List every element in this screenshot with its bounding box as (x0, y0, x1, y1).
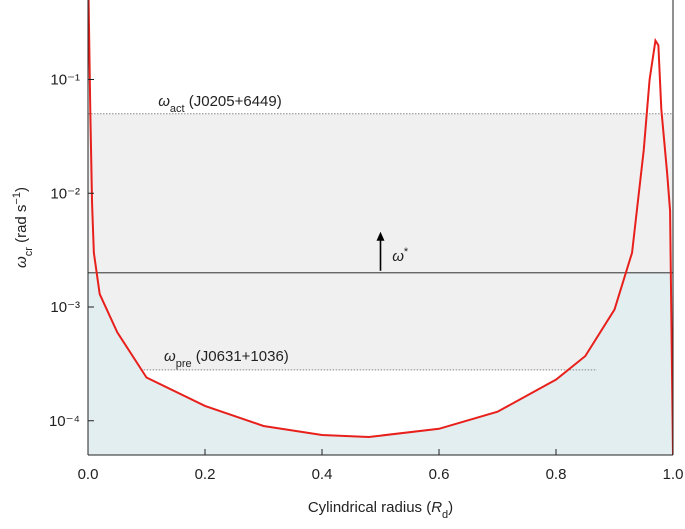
y-tick-label: 10⁻³ (50, 299, 80, 316)
x-axis-label-part: R (431, 499, 442, 516)
y-tick-label: 10⁻⁴ (49, 413, 80, 430)
arrow-head (376, 231, 385, 241)
x-axis-label-part: d (442, 509, 448, 521)
x-axis-label: Cylindrical radius (Rd) (308, 499, 453, 521)
x-tick-label: 0.0 (78, 466, 99, 483)
act-label-part: ω (158, 93, 170, 110)
pre-label-part: ω (164, 348, 176, 365)
x-axis-label-part: Cylindrical radius ( (308, 499, 431, 516)
pre-label-part: (J0631+1036) (192, 348, 289, 365)
star-label: ω* (392, 246, 409, 265)
y-axis-label-part: ω (13, 256, 30, 268)
x-axis-label-part: ) (448, 499, 453, 516)
between-band (88, 272, 673, 370)
x-tick-label: 1.0 (663, 466, 684, 483)
y-axis-label-part: ) (13, 187, 30, 192)
y-axis-label-part: cr (23, 247, 35, 257)
y-axis-label-part: −1 (11, 192, 23, 205)
y-tick-label: 10⁻² (50, 185, 80, 202)
below-curve-fill (88, 272, 673, 455)
star-label-part: ω (392, 248, 404, 265)
y-axis-label: ωcr (rad s−1) (11, 187, 35, 268)
plot-area (88, 113, 673, 455)
x-tick-label: 0.8 (546, 466, 567, 483)
act-label: ωact (J0205+6449) (158, 93, 282, 115)
y-tick-label: 10⁻¹ (50, 72, 80, 89)
act-label-part: act (170, 103, 185, 115)
x-tick-label: 0.6 (429, 466, 450, 483)
curve (88, 0, 673, 455)
star-label-part: * (404, 246, 409, 258)
pre-label: ωpre (J0631+1036) (164, 348, 289, 370)
pre-label-part: pre (176, 358, 192, 370)
x-tick-label: 0.4 (312, 466, 333, 483)
act-label-part: (J0205+6449) (185, 93, 282, 110)
x-tick-label: 0.2 (195, 466, 216, 483)
y-axis-label-part: (rad s (13, 205, 30, 248)
